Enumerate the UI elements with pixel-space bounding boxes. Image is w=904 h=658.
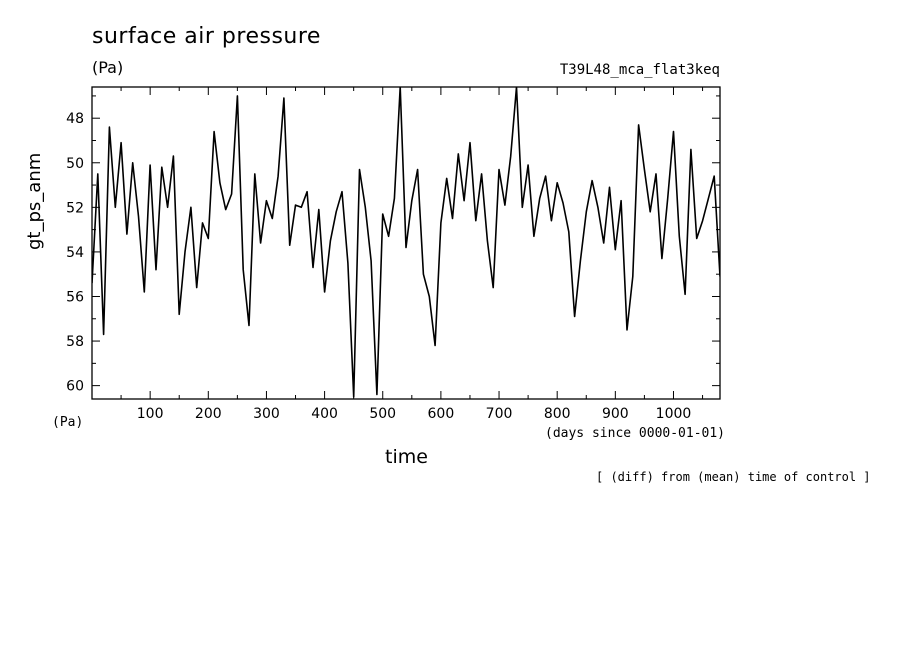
chart-title: surface air pressure [92, 24, 321, 49]
x-unit-label: (days since 0000-01-01) [545, 426, 726, 441]
x-tick-label: 1000 [656, 406, 692, 422]
y-tick-label: 58 [66, 334, 84, 350]
y-axis-label: gt_ps_anm [24, 152, 45, 250]
x-tick-label: 100 [137, 406, 164, 422]
x-tick-label: 400 [311, 406, 338, 422]
experiment-label: T39L48_mca_flat3keq [559, 62, 720, 78]
y-unit-label: (Pa) [52, 415, 84, 430]
series-line [92, 87, 720, 398]
x-tick-label: 300 [253, 406, 280, 422]
y-tick-label: 56 [66, 289, 84, 305]
x-tick-label: 500 [369, 406, 396, 422]
y-tick-label: 48 [66, 111, 84, 127]
x-tick-label: 700 [486, 406, 513, 422]
unit-label-top: (Pa) [92, 58, 124, 77]
plot-frame [91, 86, 721, 400]
x-tick-label: 600 [428, 406, 455, 422]
y-tick-label: 54 [66, 245, 84, 261]
y-tick-label: 60 [66, 379, 84, 395]
x-tick-label: 800 [544, 406, 571, 422]
x-axis-label: time [385, 446, 428, 468]
y-tick-label: 52 [66, 200, 84, 216]
x-tick-label: 900 [602, 406, 629, 422]
y-tick-label: 50 [66, 156, 84, 172]
x-tick-label: 200 [195, 406, 222, 422]
diff-note: [ (diff) from (mean) time of control ] [596, 470, 871, 484]
